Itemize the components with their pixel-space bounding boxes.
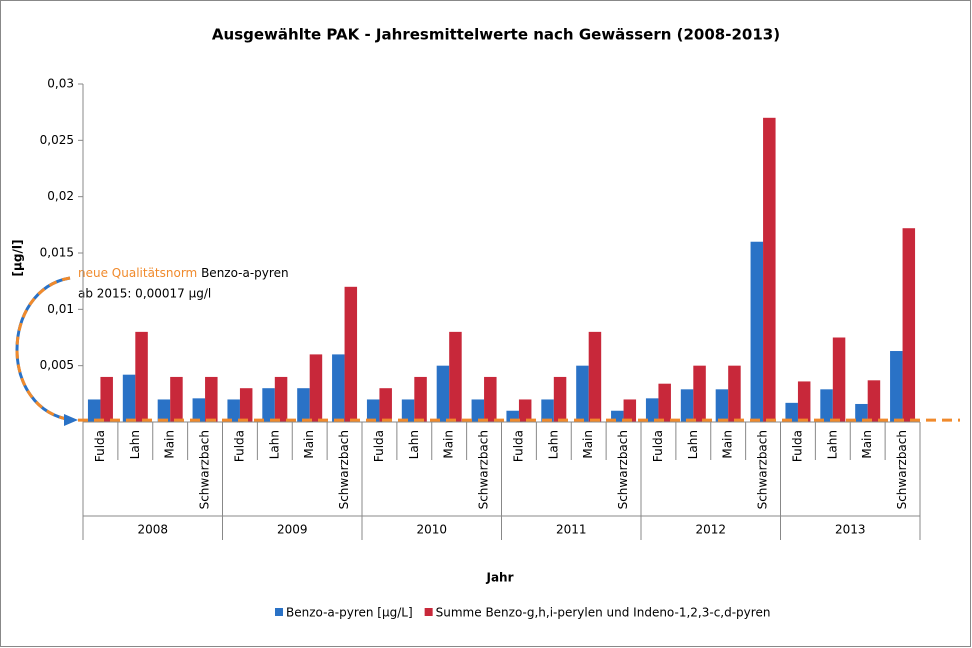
legend-swatch (275, 608, 283, 616)
x-tick-label: Lahn (267, 430, 281, 459)
bar (680, 389, 694, 422)
x-tick-label: Fulda (651, 430, 665, 462)
bar (867, 380, 881, 422)
bar (797, 381, 811, 422)
bar (414, 376, 427, 422)
bar (135, 331, 148, 422)
x-tick-label: Schwarzbach (616, 430, 630, 509)
x-tick-label: Lahn (686, 430, 700, 459)
bar (344, 286, 358, 422)
y-axis-label: [µg/l] (11, 240, 25, 277)
x-tick-label: Lahn (825, 430, 839, 459)
bar (541, 399, 554, 422)
legend-label: Summe Benzo-g,h,i-perylen und Indeno-1,2… (436, 606, 771, 620)
bar (820, 389, 833, 422)
group-label: 2009 (277, 523, 308, 537)
bar (518, 399, 532, 422)
annotation-text-2: ab 2015: 0,00017 µg/l (78, 287, 211, 301)
bar (170, 376, 183, 422)
x-tick-label: Fulda (93, 430, 107, 462)
bar (506, 410, 519, 422)
annotation-rest: Benzo-a-pyren (201, 266, 288, 280)
x-tick-label: Main (721, 430, 735, 459)
x-tick-label: Schwarzbach (895, 430, 909, 509)
bar (902, 228, 916, 422)
bar (715, 389, 729, 422)
x-tick-label: Fulda (790, 430, 804, 462)
bar (366, 399, 380, 422)
bar (157, 399, 171, 422)
bar (100, 376, 113, 422)
x-tick-label: Main (581, 430, 595, 459)
annotation-highlight: neue Qualitätsnorm (78, 266, 197, 280)
x-tick-label: Fulda (372, 430, 386, 462)
bar (332, 354, 345, 422)
x-tick-label: Lahn (546, 430, 560, 459)
legend-label: Benzo-a-pyren [µg/L] (286, 606, 413, 620)
x-tick-label: Fulda (511, 430, 525, 462)
group-label: 2011 (556, 523, 587, 537)
group-label: 2008 (137, 523, 168, 537)
annotation-arrow-head (64, 414, 78, 426)
bar (750, 241, 764, 422)
bar (588, 331, 602, 422)
x-tick-label: Main (860, 430, 874, 459)
group-label: 2010 (416, 523, 447, 537)
x-tick-label: Schwarzbach (337, 430, 351, 509)
bar (192, 398, 206, 422)
bar (728, 365, 741, 422)
bar (297, 388, 310, 422)
bar (379, 388, 392, 422)
x-tick-label: Lahn (128, 430, 142, 459)
bar (785, 402, 798, 422)
legend-swatch (424, 608, 433, 616)
bar (611, 410, 624, 422)
bar (436, 365, 450, 422)
bar (484, 376, 497, 422)
bar (274, 376, 288, 422)
x-tick-label: Lahn (407, 430, 421, 459)
bar (693, 365, 706, 422)
x-axis-label: Jahr (485, 571, 513, 585)
x-tick-label: Fulda (232, 430, 246, 462)
bar (122, 374, 136, 422)
chart-title: Ausgewählte PAK - Jahresmittelwerte nach… (212, 26, 780, 44)
y-tick-label: 0,015 (40, 246, 74, 260)
bar (239, 388, 253, 422)
x-tick-label: Schwarzbach (477, 430, 491, 509)
bar (658, 383, 671, 422)
bar (449, 331, 462, 422)
x-tick-label: Main (163, 430, 177, 459)
annotation-text: neue Qualitätsnorm Benzo-a-pyren (78, 266, 289, 280)
y-tick-label: 0,02 (47, 189, 74, 203)
bar (855, 403, 868, 422)
bar (309, 354, 323, 422)
x-tick-label: Main (442, 430, 456, 459)
y-tick-label: 0,005 (40, 358, 74, 372)
y-tick-label: 0,03 (47, 77, 74, 91)
bar (623, 399, 637, 422)
bar (832, 337, 846, 422)
bar (227, 399, 240, 422)
bar (576, 365, 589, 422)
annotation-arrow-dash (15, 276, 73, 422)
x-tick-label: Schwarzbach (756, 430, 770, 509)
bar (205, 376, 218, 422)
y-tick-label: 0,025 (40, 133, 74, 147)
group-label: 2012 (695, 523, 726, 537)
bar (401, 399, 415, 422)
bar (553, 376, 567, 422)
bar (890, 351, 903, 422)
bar (471, 399, 485, 422)
x-tick-label: Main (302, 430, 316, 459)
bar (87, 399, 101, 422)
bar (262, 388, 275, 422)
group-label: 2013 (835, 523, 866, 537)
bar (645, 398, 659, 422)
bar (763, 117, 776, 423)
x-tick-label: Schwarzbach (198, 430, 212, 509)
y-tick-label: 0,01 (47, 302, 74, 316)
